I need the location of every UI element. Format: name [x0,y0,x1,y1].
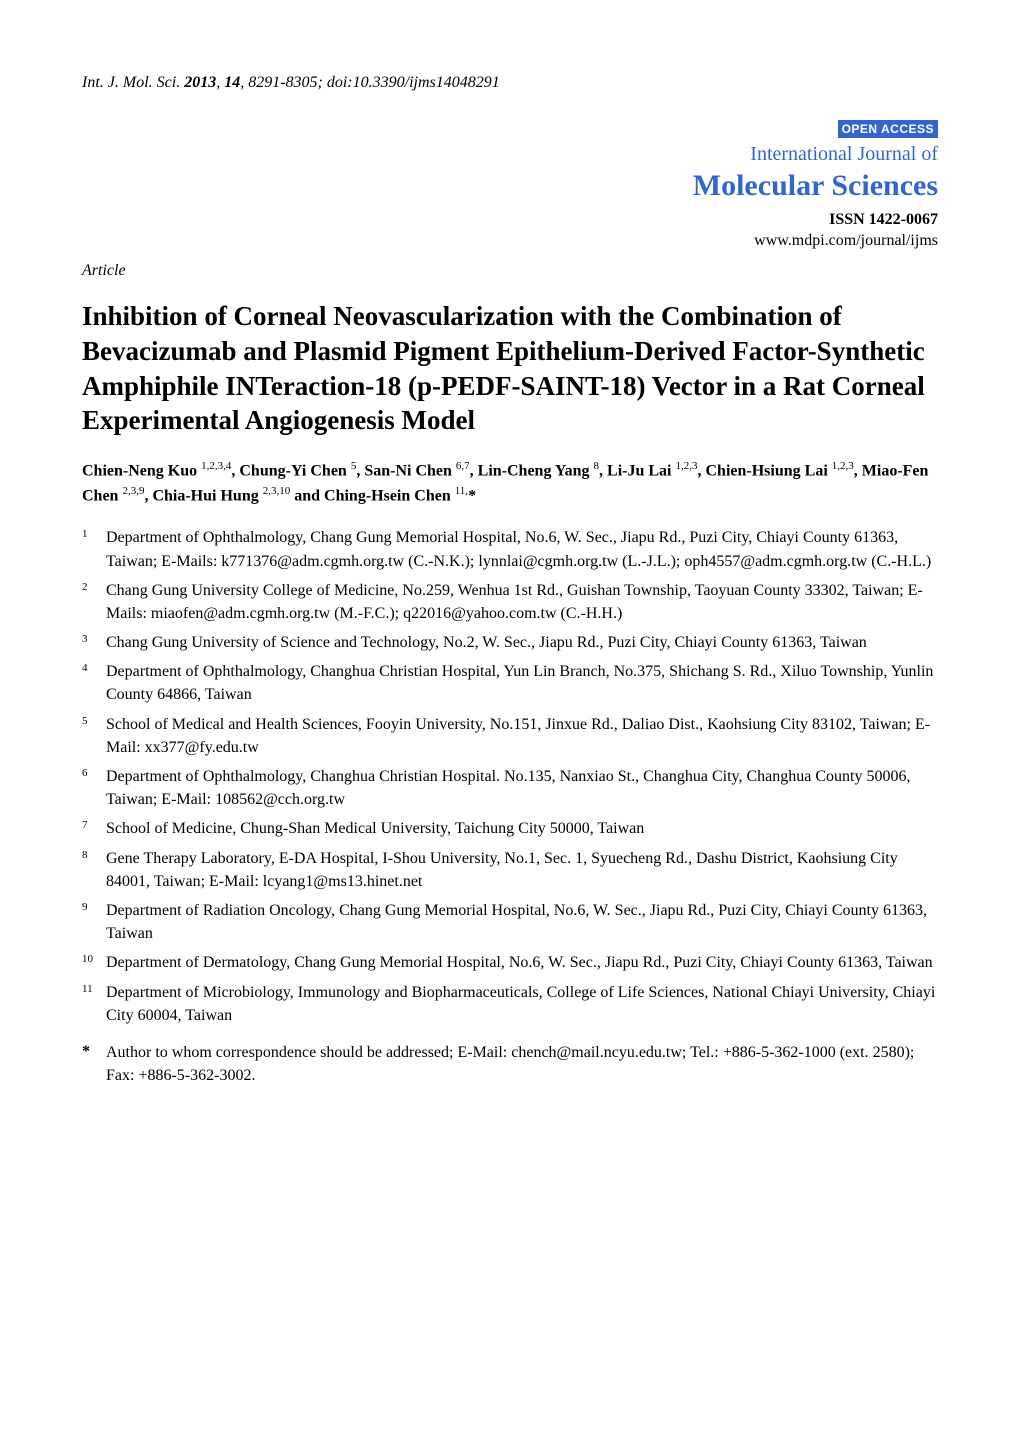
affiliation-number: 1 [82,526,106,572]
affiliation-text: Department of Ophthalmology, Changhua Ch… [106,660,938,706]
affiliation-row: 4Department of Ophthalmology, Changhua C… [82,660,938,706]
journal-abbrev: Int. J. Mol. Sci. [82,74,180,91]
corresponding-marker: * [82,1041,106,1087]
affiliation-text: Department of Ophthalmology, Changhua Ch… [106,765,938,811]
pages: 8291-8305 [248,74,317,91]
affiliation-number: 3 [82,631,106,654]
affiliation-row: 11Department of Microbiology, Immunology… [82,981,938,1027]
affiliation-text: Chang Gung University College of Medicin… [106,579,938,625]
affiliation-row: 1Department of Ophthalmology, Chang Gung… [82,526,938,572]
affiliation-row: 5School of Medical and Health Sciences, … [82,713,938,759]
affiliation-row: 7School of Medicine, Chung-Shan Medical … [82,817,938,840]
affiliation-row: 3Chang Gung University of Science and Te… [82,631,938,654]
affiliation-number: 10 [82,951,106,974]
affiliation-text: School of Medicine, Chung-Shan Medical U… [106,817,938,840]
affiliation-number: 6 [82,765,106,811]
issn: ISSN 1422-0067 [82,209,938,231]
affiliation-row: 2Chang Gung University College of Medici… [82,579,938,625]
affiliation-number: 11 [82,981,106,1027]
affiliation-number: 9 [82,899,106,945]
article-title: Inhibition of Corneal Neovascularization… [82,299,938,437]
affiliation-text: Department of Microbiology, Immunology a… [106,981,938,1027]
open-access-badge: OPEN ACCESS [838,120,938,138]
corresponding-author: * Author to whom correspondence should b… [82,1041,938,1087]
affiliation-text: Gene Therapy Laboratory, E-DA Hospital, … [106,847,938,893]
affiliation-number: 8 [82,847,106,893]
volume: 14 [224,74,240,91]
corresponding-text: Author to whom correspondence should be … [106,1041,938,1087]
affiliation-row: 8Gene Therapy Laboratory, E-DA Hospital,… [82,847,938,893]
affiliation-number: 7 [82,817,106,840]
affiliation-text: Department of Dermatology, Chang Gung Me… [106,951,938,974]
affiliation-number: 5 [82,713,106,759]
affiliation-number: 4 [82,660,106,706]
article-type: Article [82,260,938,282]
year: 2013 [184,74,216,91]
affiliation-text: School of Medical and Health Sciences, F… [106,713,938,759]
journal-masthead: OPEN ACCESS International Journal of Mol… [82,118,938,252]
affiliations-list: 1Department of Ophthalmology, Chang Gung… [82,526,938,1027]
affiliation-row: 10Department of Dermatology, Chang Gung … [82,951,938,974]
affiliation-row: 9Department of Radiation Oncology, Chang… [82,899,938,945]
affiliation-number: 2 [82,579,106,625]
affiliation-row: 6Department of Ophthalmology, Changhua C… [82,765,938,811]
journal-name-line1: International Journal of [82,141,938,168]
affiliation-text: Chang Gung University of Science and Tec… [106,631,938,654]
journal-name-line2: Molecular Sciences [82,166,938,207]
author-list: Chien-Neng Kuo 1,2,3,4, Chung-Yi Chen 5,… [82,458,938,509]
journal-url: www.mdpi.com/journal/ijms [82,230,938,252]
affiliation-text: Department of Ophthalmology, Chang Gung … [106,526,938,572]
doi: doi:10.3390/ijms14048291 [327,74,500,91]
running-header: Int. J. Mol. Sci. 2013, 14, 8291-8305; d… [82,72,938,94]
affiliation-text: Department of Radiation Oncology, Chang … [106,899,938,945]
